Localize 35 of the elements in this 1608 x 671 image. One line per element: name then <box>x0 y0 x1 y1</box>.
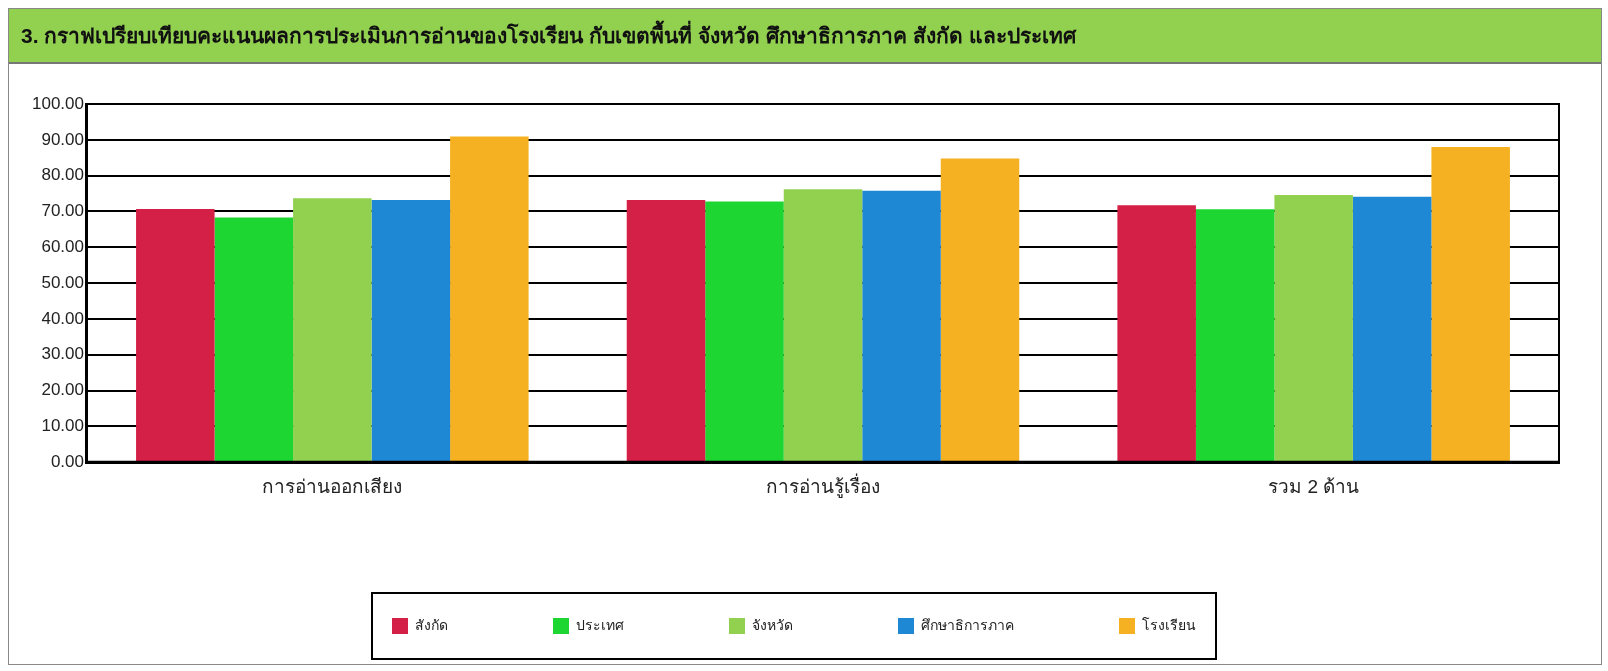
y-tick-label: 20.00 <box>41 380 84 400</box>
bar <box>1117 205 1196 462</box>
y-tick-label: 10.00 <box>41 416 84 436</box>
bar <box>450 136 529 462</box>
y-tick-label: 30.00 <box>41 344 84 364</box>
bar <box>214 217 294 462</box>
bar <box>371 200 451 462</box>
bar <box>783 189 863 462</box>
y-tick-label: 80.00 <box>41 165 84 185</box>
bar <box>1352 196 1432 462</box>
legend-label: ประเทศ <box>576 616 624 633</box>
y-tick-label: 100.00 <box>32 93 84 113</box>
chart-title: 3. กราฟเปรียบเทียบคะแนนผลการประเมินการอ่านของโรงเรียน กับเขตพื้นที่ จังหวัด ศึกษาธิการภาค สังกัด และประเทศ <box>9 9 1601 64</box>
bar <box>862 190 941 462</box>
x-tick-label: รวม 2 ด้าน <box>1268 475 1360 497</box>
bar <box>626 200 706 462</box>
legend-label: ศึกษาธิการภาค <box>921 616 1014 633</box>
bar <box>136 208 215 462</box>
x-tick-label: การอ่านรู้เรื่อง <box>766 472 880 498</box>
y-tick-label: 70.00 <box>41 201 84 221</box>
bar <box>1195 209 1275 462</box>
y-tick-label: 0.00 <box>50 451 84 471</box>
bar <box>1431 146 1510 462</box>
bar <box>940 158 1020 462</box>
bar <box>705 201 784 462</box>
x-tick-label: การอ่านออกเสียง <box>262 475 403 497</box>
bar <box>293 198 372 462</box>
legend-label: จังหวัด <box>752 616 793 633</box>
y-tick-label: 90.00 <box>41 129 84 149</box>
y-tick-label: 40.00 <box>41 308 84 328</box>
legend-label: สังกัด <box>415 616 448 633</box>
bar <box>1274 194 1353 462</box>
legend-label: โรงเรียน <box>1142 616 1196 633</box>
y-tick-label: 60.00 <box>41 236 84 256</box>
y-tick-label: 50.00 <box>41 272 84 292</box>
